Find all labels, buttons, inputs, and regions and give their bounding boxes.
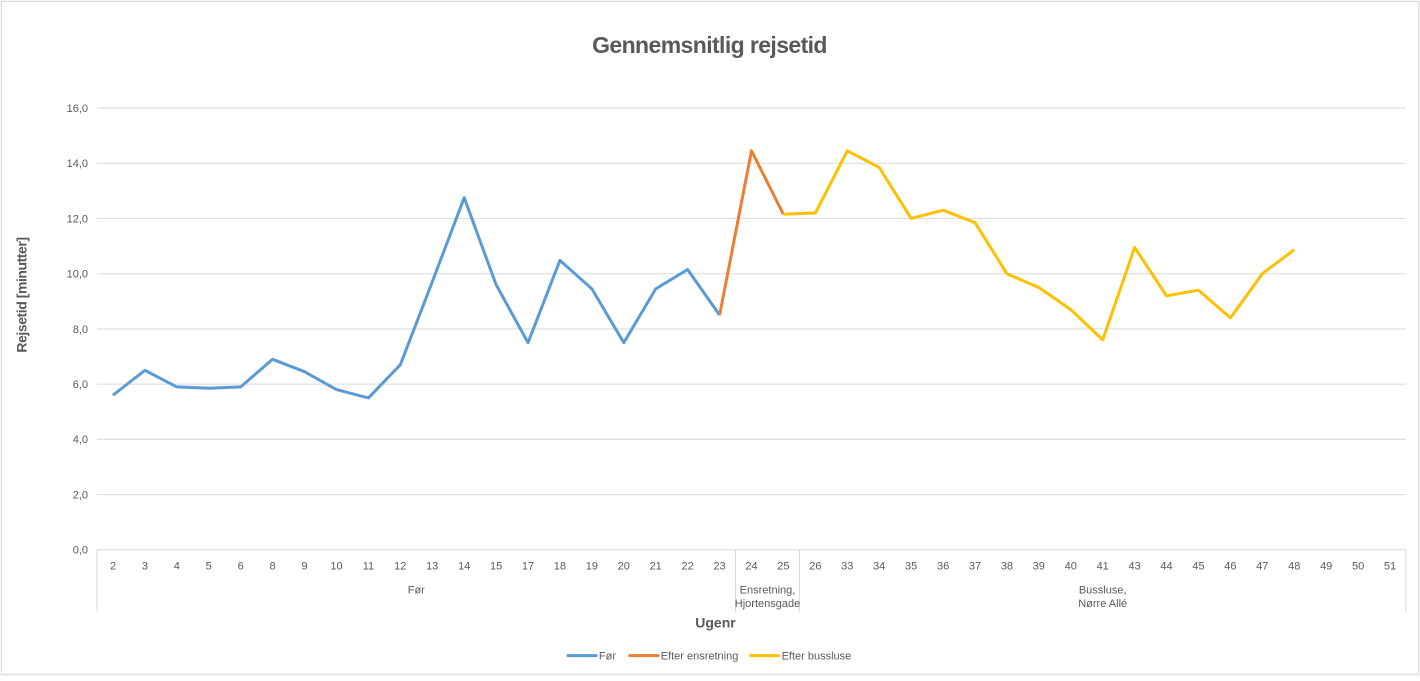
svg-text:49: 49: [1320, 560, 1332, 572]
svg-text:25: 25: [777, 560, 789, 572]
svg-text:36: 36: [937, 560, 949, 572]
svg-text:23: 23: [713, 560, 725, 572]
svg-text:12,0: 12,0: [67, 213, 88, 225]
svg-text:6: 6: [238, 560, 244, 572]
svg-text:8: 8: [270, 560, 276, 572]
svg-text:Ensretning,: Ensretning,: [740, 585, 796, 597]
svg-text:22: 22: [681, 560, 693, 572]
svg-text:Gennemsnitlig rejsetid: Gennemsnitlig rejsetid: [592, 32, 827, 58]
svg-text:Efter bussluse: Efter bussluse: [782, 651, 852, 663]
svg-text:4,0: 4,0: [73, 434, 88, 446]
svg-text:19: 19: [586, 560, 598, 572]
svg-text:50: 50: [1352, 560, 1364, 572]
svg-text:20: 20: [618, 560, 630, 572]
svg-text:Før: Før: [599, 651, 616, 663]
svg-text:35: 35: [905, 560, 917, 572]
svg-text:34: 34: [873, 560, 885, 572]
svg-text:26: 26: [809, 560, 821, 572]
svg-text:47: 47: [1256, 560, 1268, 572]
svg-text:6,0: 6,0: [73, 379, 88, 391]
svg-text:9: 9: [301, 560, 307, 572]
svg-text:Før: Før: [408, 585, 425, 597]
svg-text:Bussluse,: Bussluse,: [1079, 585, 1127, 597]
svg-text:2: 2: [110, 560, 116, 572]
svg-text:4: 4: [174, 560, 180, 572]
svg-text:14: 14: [458, 560, 470, 572]
svg-text:46: 46: [1224, 560, 1236, 572]
svg-text:Nørre Allé: Nørre Allé: [1078, 598, 1127, 610]
svg-text:12: 12: [394, 560, 406, 572]
svg-text:3: 3: [142, 560, 148, 572]
svg-text:0,0: 0,0: [73, 545, 88, 557]
svg-text:2,0: 2,0: [73, 490, 88, 502]
svg-text:41: 41: [1097, 560, 1109, 572]
svg-text:13: 13: [426, 560, 438, 572]
svg-text:Rejsetid [minutter]: Rejsetid [minutter]: [14, 237, 30, 352]
svg-text:Hjortensgade: Hjortensgade: [735, 598, 800, 610]
svg-text:44: 44: [1160, 560, 1172, 572]
svg-text:Efter ensretning: Efter ensretning: [661, 651, 739, 663]
svg-text:18: 18: [554, 560, 566, 572]
svg-text:33: 33: [841, 560, 853, 572]
svg-text:5: 5: [206, 560, 212, 572]
svg-text:Ugenr: Ugenr: [695, 615, 736, 631]
svg-text:11: 11: [363, 560, 374, 572]
svg-text:17: 17: [522, 560, 534, 572]
svg-text:48: 48: [1288, 560, 1300, 572]
svg-text:8,0: 8,0: [73, 324, 88, 336]
svg-text:40: 40: [1065, 560, 1077, 572]
svg-text:21: 21: [650, 560, 662, 572]
svg-text:10,0: 10,0: [67, 269, 88, 281]
svg-text:51: 51: [1384, 560, 1396, 572]
svg-text:14,0: 14,0: [67, 158, 88, 170]
svg-text:16,0: 16,0: [67, 103, 88, 115]
svg-text:38: 38: [1001, 560, 1013, 572]
svg-text:24: 24: [745, 560, 757, 572]
svg-text:43: 43: [1128, 560, 1140, 572]
svg-text:39: 39: [1033, 560, 1045, 572]
svg-text:15: 15: [490, 560, 502, 572]
svg-text:10: 10: [330, 560, 342, 572]
svg-text:37: 37: [969, 560, 981, 572]
svg-text:45: 45: [1192, 560, 1204, 572]
